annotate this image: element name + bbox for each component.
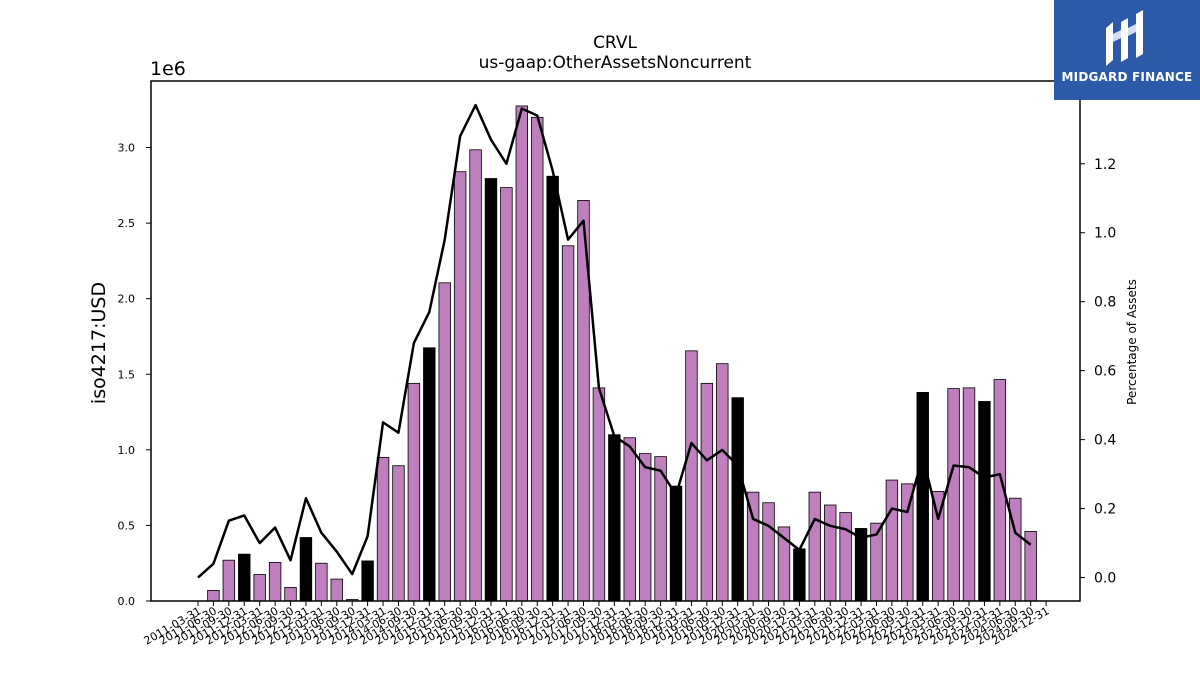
bar: [438, 282, 451, 602]
bar: [315, 562, 328, 602]
plot-frame: [150, 80, 1081, 602]
bar: [376, 456, 390, 602]
y2-tick-label: 0.6: [1094, 364, 1116, 380]
bar: [515, 105, 529, 602]
bar: [978, 401, 991, 602]
bar: [361, 560, 374, 602]
y2-tick-label: 0.8: [1094, 295, 1116, 311]
bar: [700, 382, 714, 602]
y-tick-label: 2.0: [118, 293, 136, 306]
bar: [669, 485, 683, 602]
y2-tick-label: 0.2: [1094, 502, 1116, 518]
bar: [531, 116, 544, 602]
axes-layer: 0.0 0.5 1.0 1.5 2.0 2.5 3.0 0.0 0.2 0.4 0.6 0.8 1.0 1…: [118, 80, 1116, 648]
bar: [839, 512, 852, 602]
bar: [484, 178, 498, 602]
y2-tick-label: 0.4: [1094, 433, 1116, 449]
bar: [423, 347, 436, 602]
bar: [284, 587, 297, 602]
bar: [762, 502, 775, 602]
bar: [299, 537, 313, 602]
y-tick-label: 2.5: [118, 217, 136, 230]
bar: [469, 149, 482, 602]
y-axis-label: iso4217:USD: [88, 282, 110, 404]
bar: [731, 397, 744, 602]
bar: [546, 175, 559, 602]
y-tick-label: 0.0: [118, 595, 136, 608]
bar: [608, 434, 621, 602]
percentage-line: [197, 103, 1032, 579]
bar: [623, 437, 636, 602]
y-tick-label: 3.0: [118, 142, 136, 155]
y2-tick-label: 1.0: [1094, 226, 1116, 242]
bar: [793, 548, 806, 602]
bar: [947, 388, 960, 602]
chart-title: CRVL: [593, 33, 637, 53]
midgard-logo-icon: [1106, 10, 1143, 66]
y2-tick-label: 0.0: [1094, 571, 1116, 587]
bar: [392, 465, 405, 602]
y-tick-label: 1.0: [118, 444, 136, 457]
brand-name: MIDGARD FINANCE: [1061, 70, 1193, 84]
y2-tick-label: 1.2: [1094, 157, 1116, 173]
bar: [561, 245, 575, 602]
bar: [268, 562, 282, 602]
chart-subtitle: us-gaap:OtherAssetsNoncurrent: [479, 53, 752, 73]
bars-layer: [207, 105, 1037, 602]
bar: [685, 350, 698, 602]
bar: [885, 479, 899, 602]
bar: [592, 387, 606, 602]
y-multiplier-label: 1e6: [150, 58, 186, 80]
y2-axis-label: Percentage of Assets: [1125, 279, 1139, 405]
y-tick-label: 1.5: [118, 368, 136, 381]
bar: [962, 387, 976, 602]
bar: [916, 391, 929, 602]
bar: [453, 171, 467, 602]
bar: [824, 504, 837, 602]
bar: [207, 590, 220, 602]
bar: [808, 491, 822, 602]
y-tick-label: 0.5: [118, 519, 136, 532]
bar: [854, 528, 868, 602]
bar: [222, 559, 236, 602]
bar: [238, 553, 251, 602]
bar: [407, 382, 421, 602]
bar: [253, 574, 266, 602]
line-layer: [197, 103, 1032, 579]
bar: [500, 187, 513, 602]
bar: [330, 578, 343, 602]
brand-logo: MIDGARD FINANCE: [1054, 0, 1200, 100]
bar: [716, 363, 729, 602]
bar: [638, 453, 652, 602]
